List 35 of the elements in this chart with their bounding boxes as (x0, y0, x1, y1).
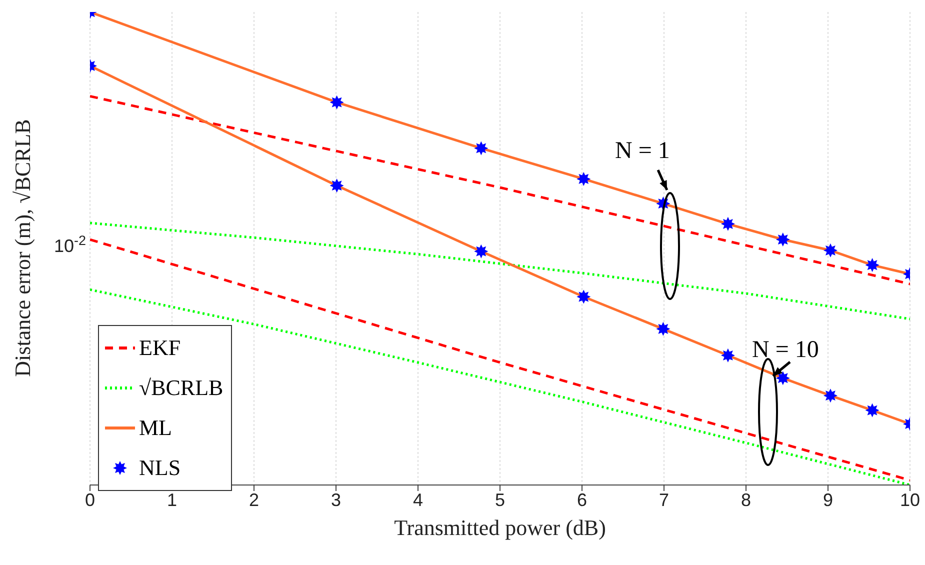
point (865, 403, 880, 418)
point (720, 216, 735, 231)
x-tick-label: 2 (248, 490, 260, 510)
y-axis-title: Distance error (m), √BCRLB (10, 119, 35, 377)
point (776, 371, 790, 386)
legend-label: √BCRLB (139, 375, 224, 401)
x-tick-label: 6 (576, 490, 588, 510)
annotation: N = 1 (615, 138, 670, 164)
point (823, 243, 838, 258)
point (823, 388, 838, 403)
point (776, 232, 790, 247)
x-tick-label: 8 (740, 490, 752, 510)
x-tick-label: 3 (330, 490, 342, 510)
annotation: N = 10 (752, 337, 819, 363)
point (474, 141, 488, 156)
point (576, 172, 591, 186)
point (656, 322, 670, 336)
point (865, 258, 880, 272)
x-tick-label: 10 (900, 490, 920, 510)
point (720, 348, 735, 362)
x-tick-label: 7 (658, 490, 670, 510)
x-tick-label: 5 (494, 490, 506, 510)
legend-label: ML (139, 415, 172, 441)
x-tick-label: 4 (412, 490, 424, 510)
point (576, 290, 591, 304)
x-tick-label: 1 (166, 490, 178, 510)
x-tick-label: 9 (822, 490, 834, 510)
point (330, 178, 344, 193)
legend-label: NLS (139, 455, 181, 481)
legend-label: EKF (139, 335, 181, 361)
x-axis-title: Transmitted power (dB) (394, 515, 606, 540)
text: 10$^{-2}$ (54, 232, 86, 256)
point (474, 244, 488, 258)
point (330, 95, 344, 110)
x-tick-label: 0 (84, 490, 96, 510)
